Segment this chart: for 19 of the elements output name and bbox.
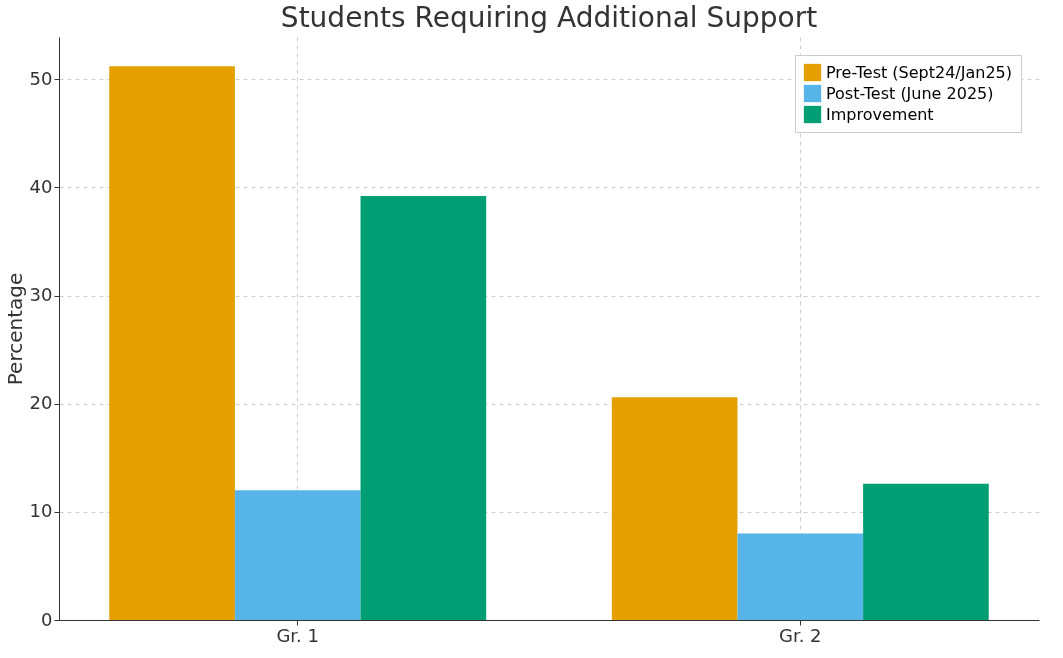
- legend-label: Post-Test (June 2025): [826, 83, 994, 103]
- bar: [109, 66, 235, 620]
- y-tick-label: 30: [29, 284, 53, 306]
- legend-label: Pre-Test (Sept24/Jan25): [826, 62, 1013, 82]
- bar: [234, 490, 361, 620]
- legend-label: Improvement: [826, 104, 934, 124]
- bar: [863, 483, 989, 620]
- y-tick-label: 0: [41, 608, 53, 630]
- y-tick-label: 20: [29, 392, 53, 414]
- bar: [611, 397, 738, 620]
- y-axis-title: Percentage: [2, 272, 27, 386]
- chart-title: Students Requiring Additional Support: [280, 1, 818, 34]
- y-tick-label: 40: [29, 175, 53, 197]
- bar: [737, 533, 864, 620]
- x-tick-label: Gr. 2: [778, 624, 822, 646]
- x-tick-label: Gr. 1: [276, 624, 320, 646]
- y-tick-label: 10: [29, 500, 53, 522]
- y-tick-label: 50: [29, 67, 53, 89]
- bar: [360, 196, 487, 620]
